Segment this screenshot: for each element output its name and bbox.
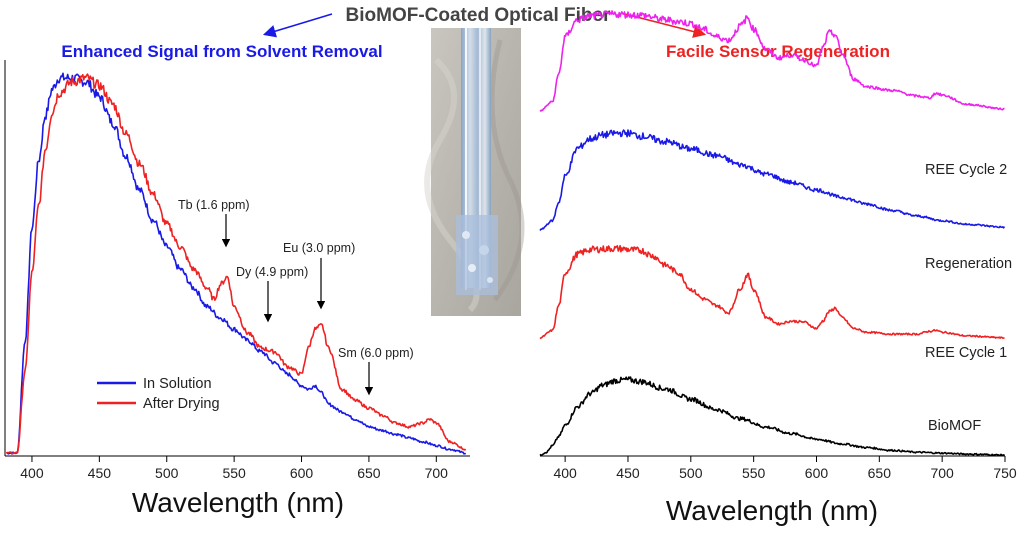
series-line-after-drying [5, 73, 467, 455]
x-tick-label-400: 400 [553, 465, 577, 481]
legend-label-in-solution: In Solution [143, 376, 212, 392]
annotation-dy: Dy (4.9 ppm) [236, 265, 308, 279]
left-x-axis-label: Wavelength (nm) [132, 487, 344, 518]
x-tick-label-650: 650 [357, 465, 381, 481]
right-panel-title: Facile Sensor Regeneration [666, 42, 890, 61]
x-tick-label-650: 650 [868, 465, 892, 481]
right-x-axis-label: Wavelength (nm) [666, 495, 878, 526]
series-label-regeneration: Regeneration [925, 256, 1012, 272]
annotation-eu: Eu (3.0 ppm) [283, 241, 355, 255]
x-tick-label-750: 750 [993, 465, 1017, 481]
optical-fiber-photo [424, 28, 525, 316]
x-tick-label-500: 500 [155, 465, 179, 481]
left-panel-title: Enhanced Signal from Solvent Removal [61, 42, 382, 61]
series-line-in-solution [6, 72, 467, 455]
series-line-ree-cycle-2 [539, 10, 1005, 112]
x-tick-label-450: 450 [616, 465, 640, 481]
x-tick-label-700: 700 [930, 465, 954, 481]
annotation-sm: Sm (6.0 ppm) [338, 346, 414, 360]
x-tick-label-550: 550 [742, 465, 766, 481]
left-chart: 400 450 500 550 600 650 700 Wavelength (nm) Tb… [4, 60, 470, 518]
legend-label-after-drying: After Drying [143, 396, 220, 412]
series-line-biomof [539, 376, 1005, 457]
main-title: BioMOF-Coated Optical Fiber [346, 5, 612, 26]
x-tick-label-500: 500 [679, 465, 703, 481]
x-tick-label-550: 550 [222, 465, 246, 481]
x-tick-label-400: 400 [20, 465, 44, 481]
series-label-ree-cycle-1: REE Cycle 1 [925, 345, 1007, 361]
series-line-ree-cycle-1 [539, 245, 1005, 340]
annotation-tb: Tb (1.6 ppm) [178, 198, 250, 212]
x-tick-label-600: 600 [805, 465, 829, 481]
arrow-to-left-title-icon [262, 13, 333, 38]
left-legend: In Solution After Drying [97, 376, 220, 412]
x-tick-label-450: 450 [88, 465, 112, 481]
series-line-regeneration [539, 129, 1006, 231]
x-tick-label-600: 600 [290, 465, 314, 481]
x-tick-label-700: 700 [425, 465, 449, 481]
right-chart: 400 450 500 550 600 650 700 750 Wavelength (nm)… [539, 10, 1017, 526]
series-label-ree-cycle-2: REE Cycle 2 [925, 162, 1007, 178]
series-label-biomof: BioMOF [928, 418, 981, 434]
